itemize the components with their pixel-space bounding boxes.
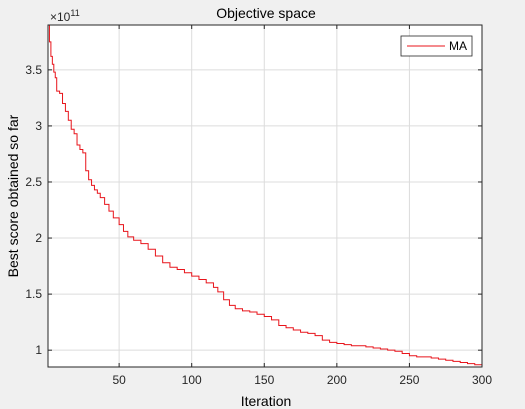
grid: [48, 25, 483, 367]
series-line-ma: [48, 24, 483, 367]
legend-label-ma: MA: [449, 39, 467, 53]
axis-ticks: 50 100 150 200 250 300 1 1.5 2 2.5 3 3.5: [25, 25, 492, 387]
x-tick-label: 50: [112, 373, 126, 387]
x-tick-label: 100: [182, 373, 202, 387]
x-axis-label: Iteration: [241, 393, 292, 409]
legend: MA: [400, 35, 473, 57]
y-axis-label: Best score obtained so far: [5, 114, 21, 277]
y-tick-label: 2: [35, 231, 42, 245]
plot-area: [47, 24, 483, 368]
y-tick-label: 3.5: [25, 63, 42, 77]
y-tick-label: 1.5: [25, 287, 42, 301]
y-tick-label: 2.5: [25, 175, 42, 189]
chart-title: Objective space: [216, 5, 316, 21]
plot-border: [47, 24, 483, 368]
y-axis-exponent-base: ×10: [50, 10, 71, 24]
y-tick-label: 3: [35, 119, 42, 133]
series-layer: [48, 24, 483, 367]
y-tick-label: 1: [35, 343, 42, 357]
x-tick-label: 300: [472, 373, 492, 387]
x-tick-label: 250: [399, 373, 419, 387]
x-tick-label: 200: [327, 373, 347, 387]
y-axis-exponent-power: 11: [70, 8, 79, 18]
x-tick-label: 150: [254, 373, 274, 387]
y-axis-exponent: ×1011: [50, 8, 80, 24]
